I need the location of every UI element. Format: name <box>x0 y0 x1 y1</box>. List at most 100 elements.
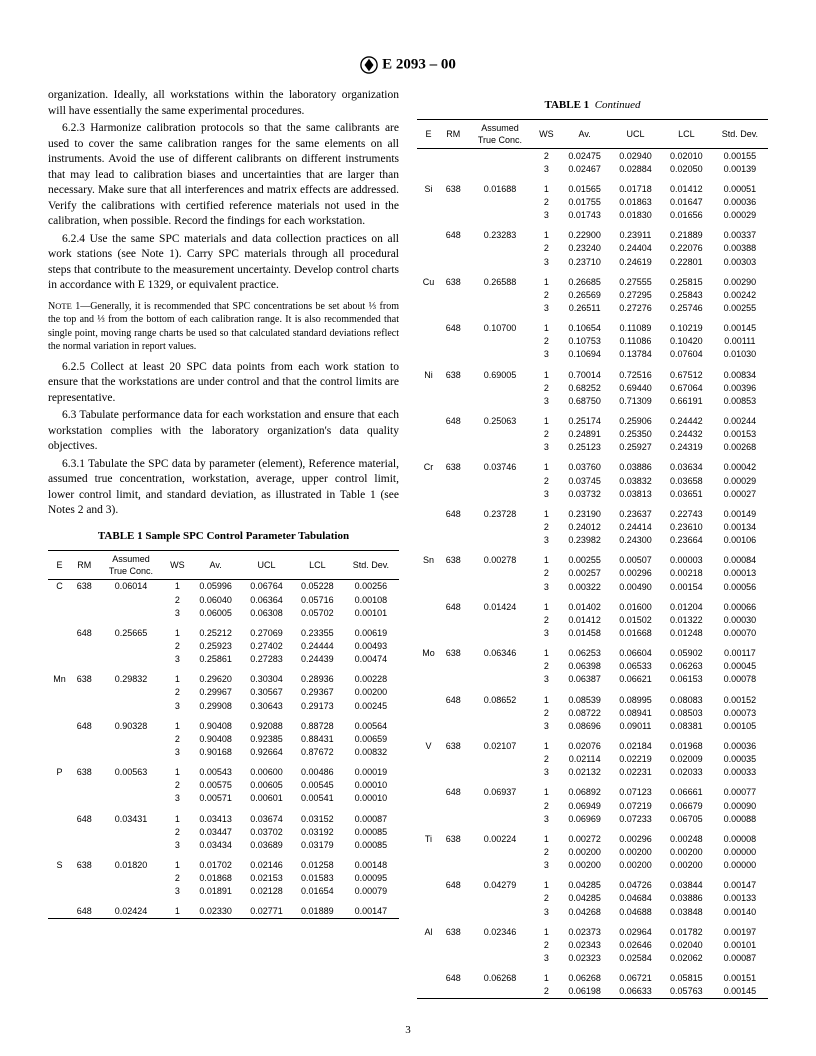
table-cell <box>417 580 440 593</box>
table-cell: 0.92664 <box>241 746 292 759</box>
table-cell <box>48 732 71 745</box>
table-cell: 1 <box>533 415 559 428</box>
table-cell <box>466 302 533 315</box>
table-cell <box>71 885 97 898</box>
note-1: NOTE 1—Generally, it is recommended that… <box>48 300 399 354</box>
table-cell: 1 <box>533 739 559 752</box>
table-cell: 0.00145 <box>712 322 768 335</box>
table-cell <box>417 415 440 428</box>
table-cell <box>466 660 533 673</box>
table-cell: 0.24619 <box>610 255 661 268</box>
table-cell: 0.00197 <box>712 925 768 938</box>
table-cell: 2 <box>164 872 190 885</box>
table-cell <box>417 507 440 520</box>
table-cell: 0.02062 <box>661 951 712 964</box>
table-cell <box>417 859 440 872</box>
table-cell: 0.29367 <box>292 686 343 699</box>
table-cell: 0.00224 <box>466 832 533 845</box>
table-cell <box>466 859 533 872</box>
table-cell: 2 <box>533 521 559 534</box>
table-cell: 0.02132 <box>559 766 610 779</box>
table-cell: 0.25350 <box>610 428 661 441</box>
table-cell <box>71 838 97 851</box>
table-cell: 0.00545 <box>292 779 343 792</box>
table-cell: 0.00042 <box>712 461 768 474</box>
table-cell: 0.00147 <box>712 879 768 892</box>
table-cell <box>466 799 533 812</box>
table-cell: 0.66191 <box>661 394 712 407</box>
table-cell: 0.01258 <box>292 859 343 872</box>
table-cell: 0.01891 <box>190 885 241 898</box>
table-1-left-table: ERMAssumedTrue Conc.WSAv.UCLLCLStd. Dev.… <box>48 551 399 918</box>
table-cell: 3 <box>533 905 559 918</box>
table-cell: 0.00200 <box>661 845 712 858</box>
table-cell: 0.06387 <box>559 673 610 686</box>
table-cell: 0.00105 <box>712 719 768 732</box>
table-cell: 0.02107 <box>466 739 533 752</box>
col-header: Av. <box>559 120 610 149</box>
table-cell: 0.06263 <box>661 660 712 673</box>
para-6-3-1: 6.3.1 Tabulate the SPC data by parameter… <box>48 457 399 519</box>
table-cell: 0.00035 <box>712 753 768 766</box>
table-cell <box>466 567 533 580</box>
table-cell: 0.06937 <box>466 786 533 799</box>
table-cell: 0.00066 <box>712 600 768 613</box>
table-cell <box>466 719 533 732</box>
table-cell: 0.10753 <box>559 335 610 348</box>
table-cell <box>48 640 71 653</box>
table-cell <box>440 626 466 639</box>
table-cell: 648 <box>71 719 97 732</box>
table-cell: 0.04279 <box>466 879 533 892</box>
table-cell: 0.23664 <box>661 534 712 547</box>
table-cell <box>48 653 71 666</box>
table-cell: 1 <box>533 879 559 892</box>
table-cell: 638 <box>440 275 466 288</box>
table-cell: 3 <box>533 719 559 732</box>
para-6-2-3: 6.2.3 Harmonize calibration protocols so… <box>48 121 399 230</box>
table-cell <box>71 732 97 745</box>
table-cell: 3 <box>533 626 559 639</box>
table-cell: 0.01668 <box>610 626 661 639</box>
table-cell: 0.00563 <box>97 766 164 779</box>
table-cell <box>466 441 533 454</box>
table-cell: 0.00571 <box>190 792 241 805</box>
table-cell: 1 <box>533 275 559 288</box>
table-cell <box>417 693 440 706</box>
table-cell <box>417 660 440 673</box>
table-cell: 0.00244 <box>712 415 768 428</box>
table-cell: 0.07233 <box>610 812 661 825</box>
table-cell: 0.67512 <box>661 368 712 381</box>
table-cell: 0.02584 <box>610 951 661 964</box>
table-cell <box>417 534 440 547</box>
table-cell: 2 <box>533 799 559 812</box>
table-cell: 0.27283 <box>241 653 292 666</box>
table-cell <box>466 474 533 487</box>
table-cell <box>466 149 533 163</box>
table-cell: 0.23355 <box>292 626 343 639</box>
table-cell <box>466 626 533 639</box>
table-cell: 638 <box>440 461 466 474</box>
table-cell <box>48 593 71 606</box>
table-cell: 0.68252 <box>559 381 610 394</box>
table-cell: 0.05702 <box>292 606 343 619</box>
table-cell: 0.02323 <box>559 951 610 964</box>
table-cell: 0.08083 <box>661 693 712 706</box>
col-header: UCL <box>610 120 661 149</box>
table-cell <box>466 196 533 209</box>
table-cell: 0.00290 <box>712 275 768 288</box>
table-cell: 0.26685 <box>559 275 610 288</box>
table-cell <box>71 792 97 805</box>
table-cell: 0.06268 <box>559 972 610 985</box>
table-cell <box>417 229 440 242</box>
table-cell: 0.00832 <box>343 746 399 759</box>
table-cell: 0.00077 <box>712 786 768 799</box>
table-cell: 0.01412 <box>559 613 610 626</box>
table-cell <box>417 845 440 858</box>
table-cell: 0.25123 <box>559 441 610 454</box>
table-cell <box>71 640 97 653</box>
table-cell: 0.00070 <box>712 626 768 639</box>
astm-logo-icon <box>360 56 378 74</box>
table-cell: 0.01402 <box>559 600 610 613</box>
table-cell: 1 <box>164 673 190 686</box>
table-cell: 0.00200 <box>661 859 712 872</box>
